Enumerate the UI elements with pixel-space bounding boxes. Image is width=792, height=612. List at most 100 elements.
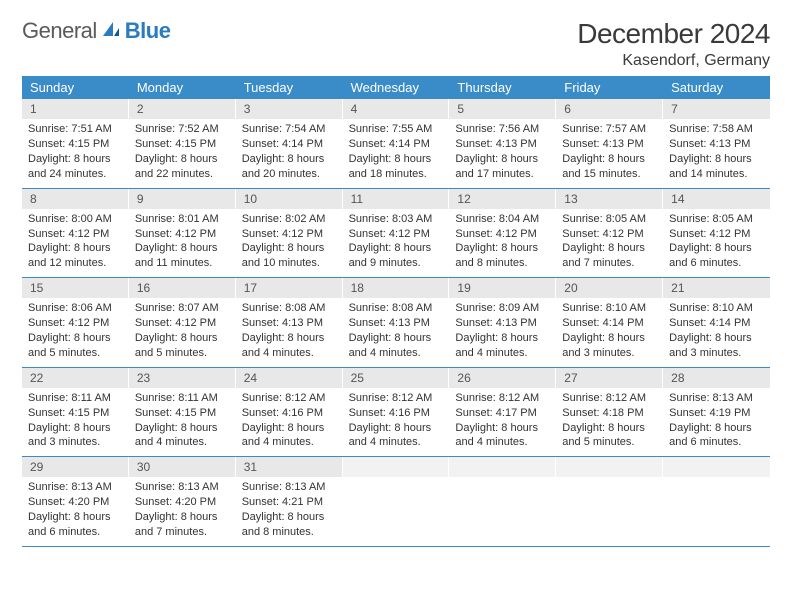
daylight-text: Daylight: 8 hours and 10 minutes. <box>242 241 337 271</box>
sunset-text: Sunset: 4:13 PM <box>349 316 444 331</box>
calendar-cell: 5Sunrise: 7:56 AMSunset: 4:13 PMDaylight… <box>449 99 556 188</box>
daylight-text: Daylight: 8 hours and 8 minutes. <box>242 510 337 540</box>
day-number: 29 <box>22 457 129 477</box>
day-number <box>556 457 663 477</box>
day-number: 15 <box>22 278 129 298</box>
logo-word-1: General <box>22 18 97 44</box>
calendar-cell <box>449 457 556 546</box>
day-number: 14 <box>663 189 770 209</box>
daylight-text: Daylight: 8 hours and 20 minutes. <box>242 152 337 182</box>
sunrise-text: Sunrise: 8:11 AM <box>28 391 123 406</box>
day-number <box>663 457 770 477</box>
day-info: Sunrise: 8:12 AMSunset: 4:17 PMDaylight:… <box>449 388 556 456</box>
day-number: 4 <box>343 99 450 119</box>
day-info: Sunrise: 8:13 AMSunset: 4:20 PMDaylight:… <box>129 477 236 545</box>
day-number: 13 <box>556 189 663 209</box>
sunset-text: Sunset: 4:15 PM <box>28 406 123 421</box>
day-number: 3 <box>236 99 343 119</box>
weekday-sat: Saturday <box>663 76 770 99</box>
day-number: 9 <box>129 189 236 209</box>
day-number: 16 <box>129 278 236 298</box>
daylight-text: Daylight: 8 hours and 7 minutes. <box>135 510 230 540</box>
daylight-text: Daylight: 8 hours and 4 minutes. <box>242 331 337 361</box>
sunrise-text: Sunrise: 7:51 AM <box>28 122 123 137</box>
day-number: 24 <box>236 368 343 388</box>
calendar-cell: 23Sunrise: 8:11 AMSunset: 4:15 PMDayligh… <box>129 368 236 457</box>
daylight-text: Daylight: 8 hours and 4 minutes. <box>455 331 550 361</box>
sunrise-text: Sunrise: 8:13 AM <box>242 480 337 495</box>
calendar-cell: 15Sunrise: 8:06 AMSunset: 4:12 PMDayligh… <box>22 278 129 367</box>
day-info: Sunrise: 8:06 AMSunset: 4:12 PMDaylight:… <box>22 298 129 366</box>
day-number: 8 <box>22 189 129 209</box>
sunrise-text: Sunrise: 8:07 AM <box>135 301 230 316</box>
day-info: Sunrise: 8:10 AMSunset: 4:14 PMDaylight:… <box>556 298 663 366</box>
day-info: Sunrise: 8:10 AMSunset: 4:14 PMDaylight:… <box>663 298 770 366</box>
calendar-cell: 20Sunrise: 8:10 AMSunset: 4:14 PMDayligh… <box>556 278 663 367</box>
sunrise-text: Sunrise: 8:12 AM <box>562 391 657 406</box>
day-info: Sunrise: 8:05 AMSunset: 4:12 PMDaylight:… <box>556 209 663 277</box>
day-info: Sunrise: 8:08 AMSunset: 4:13 PMDaylight:… <box>236 298 343 366</box>
sunset-text: Sunset: 4:12 PM <box>455 227 550 242</box>
daylight-text: Daylight: 8 hours and 14 minutes. <box>669 152 764 182</box>
sunset-text: Sunset: 4:14 PM <box>562 316 657 331</box>
day-info: Sunrise: 8:02 AMSunset: 4:12 PMDaylight:… <box>236 209 343 277</box>
sunset-text: Sunset: 4:12 PM <box>669 227 764 242</box>
day-info: Sunrise: 8:11 AMSunset: 4:15 PMDaylight:… <box>22 388 129 456</box>
day-info: Sunrise: 7:51 AMSunset: 4:15 PMDaylight:… <box>22 119 129 187</box>
daylight-text: Daylight: 8 hours and 4 minutes. <box>349 331 444 361</box>
daylight-text: Daylight: 8 hours and 5 minutes. <box>135 331 230 361</box>
daylight-text: Daylight: 8 hours and 9 minutes. <box>349 241 444 271</box>
calendar-week: 8Sunrise: 8:00 AMSunset: 4:12 PMDaylight… <box>22 189 770 279</box>
day-number: 1 <box>22 99 129 119</box>
weekday-thu: Thursday <box>449 76 556 99</box>
daylight-text: Daylight: 8 hours and 3 minutes. <box>669 331 764 361</box>
calendar-cell <box>343 457 450 546</box>
day-info: Sunrise: 8:12 AMSunset: 4:16 PMDaylight:… <box>343 388 450 456</box>
sunset-text: Sunset: 4:17 PM <box>455 406 550 421</box>
daylight-text: Daylight: 8 hours and 5 minutes. <box>562 421 657 451</box>
day-number: 10 <box>236 189 343 209</box>
sunrise-text: Sunrise: 7:52 AM <box>135 122 230 137</box>
weekday-mon: Monday <box>129 76 236 99</box>
sunset-text: Sunset: 4:20 PM <box>28 495 123 510</box>
daylight-text: Daylight: 8 hours and 8 minutes. <box>455 241 550 271</box>
sunrise-text: Sunrise: 8:04 AM <box>455 212 550 227</box>
weekday-wed: Wednesday <box>343 76 450 99</box>
calendar: Sunday Monday Tuesday Wednesday Thursday… <box>22 76 770 547</box>
day-number: 31 <box>236 457 343 477</box>
daylight-text: Daylight: 8 hours and 4 minutes. <box>135 421 230 451</box>
day-info: Sunrise: 7:57 AMSunset: 4:13 PMDaylight:… <box>556 119 663 187</box>
sunrise-text: Sunrise: 8:08 AM <box>242 301 337 316</box>
daylight-text: Daylight: 8 hours and 17 minutes. <box>455 152 550 182</box>
sunrise-text: Sunrise: 8:12 AM <box>242 391 337 406</box>
day-info: Sunrise: 8:13 AMSunset: 4:19 PMDaylight:… <box>663 388 770 456</box>
day-info: Sunrise: 8:11 AMSunset: 4:15 PMDaylight:… <box>129 388 236 456</box>
calendar-cell: 17Sunrise: 8:08 AMSunset: 4:13 PMDayligh… <box>236 278 343 367</box>
daylight-text: Daylight: 8 hours and 12 minutes. <box>28 241 123 271</box>
sunrise-text: Sunrise: 8:01 AM <box>135 212 230 227</box>
sunrise-text: Sunrise: 8:12 AM <box>455 391 550 406</box>
day-info: Sunrise: 8:05 AMSunset: 4:12 PMDaylight:… <box>663 209 770 277</box>
calendar-cell: 26Sunrise: 8:12 AMSunset: 4:17 PMDayligh… <box>449 368 556 457</box>
sunset-text: Sunset: 4:14 PM <box>242 137 337 152</box>
day-info: Sunrise: 8:12 AMSunset: 4:18 PMDaylight:… <box>556 388 663 456</box>
sunrise-text: Sunrise: 7:56 AM <box>455 122 550 137</box>
sunset-text: Sunset: 4:15 PM <box>135 406 230 421</box>
daylight-text: Daylight: 8 hours and 6 minutes. <box>669 241 764 271</box>
daylight-text: Daylight: 8 hours and 18 minutes. <box>349 152 444 182</box>
sunset-text: Sunset: 4:12 PM <box>349 227 444 242</box>
day-number <box>343 457 450 477</box>
day-info: Sunrise: 8:13 AMSunset: 4:20 PMDaylight:… <box>22 477 129 545</box>
sunset-text: Sunset: 4:14 PM <box>349 137 444 152</box>
calendar-cell: 22Sunrise: 8:11 AMSunset: 4:15 PMDayligh… <box>22 368 129 457</box>
sunrise-text: Sunrise: 8:05 AM <box>562 212 657 227</box>
calendar-cell: 13Sunrise: 8:05 AMSunset: 4:12 PMDayligh… <box>556 189 663 278</box>
day-info: Sunrise: 8:03 AMSunset: 4:12 PMDaylight:… <box>343 209 450 277</box>
calendar-week: 1Sunrise: 7:51 AMSunset: 4:15 PMDaylight… <box>22 99 770 189</box>
sunset-text: Sunset: 4:15 PM <box>135 137 230 152</box>
day-info: Sunrise: 7:55 AMSunset: 4:14 PMDaylight:… <box>343 119 450 187</box>
daylight-text: Daylight: 8 hours and 6 minutes. <box>28 510 123 540</box>
calendar-body: 1Sunrise: 7:51 AMSunset: 4:15 PMDaylight… <box>22 99 770 547</box>
calendar-cell: 4Sunrise: 7:55 AMSunset: 4:14 PMDaylight… <box>343 99 450 188</box>
sunset-text: Sunset: 4:12 PM <box>28 227 123 242</box>
